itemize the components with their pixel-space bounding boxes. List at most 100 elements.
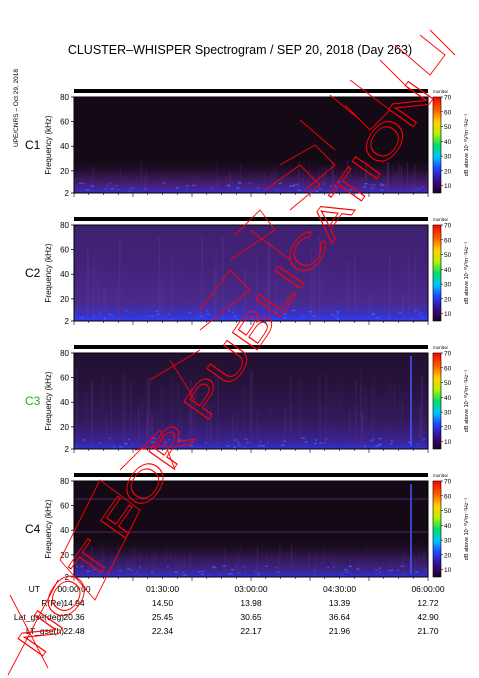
ephemeris-value: 22.17 [240,626,262,636]
colorbar [432,480,442,578]
y-tick-label: 2 [65,189,70,198]
colorbar-tick-label: 10 [444,311,452,318]
side-label: UPE/CNRS – Oct 29, 2018 [13,69,20,147]
ephemeris-value: 14.94 [63,598,85,608]
colorbar-tick-label: 30 [444,538,452,545]
panel-header-bar [74,89,428,93]
spectrogram-emission [74,225,428,321]
colorbar-tick-label: 30 [444,282,452,289]
y-tick-label: 2 [65,317,70,326]
y-tick-label: 60 [60,118,69,127]
y-tick-label: 2 [65,445,70,454]
y-tick-label: 20 [60,551,69,560]
y-tick-label: 80 [60,221,69,230]
colorbar-tick-label: 30 [444,410,452,417]
ephemeris-value: 21.96 [329,626,351,636]
ephemeris-row-label: UT [29,584,40,594]
spectrogram-streaks [75,356,426,449]
colorbar-tick-label: 20 [444,424,452,431]
colorbar-tick-label: 10 [444,183,452,190]
spacecraft-label: C1 [25,138,41,152]
y-axis-label: Frequency (kHz) [44,499,53,558]
colorbar-tick-label: 60 [444,493,452,500]
y-tick-label: 60 [60,246,69,255]
ephemeris-table: UT 00:00:00 01:30:00 03:00:00 04:30:00 06:00:… [14,584,445,636]
y-axis-label: Frequency (kHz) [44,243,53,302]
spacecraft-label: C4 [25,522,41,536]
colorbar-tick-label: 70 [444,223,452,230]
y-tick-label: 80 [60,93,69,102]
panel-header-bar [74,473,428,477]
ephemeris-value: 21.70 [417,626,439,636]
ephemeris-value: 22.48 [63,626,85,636]
panel-c3: 2 20 40 60 80 Frequency (kHz)C3 10 20 30 40 50 60 70… [25,345,470,454]
spacecraft-label: C2 [25,266,41,280]
spectrogram-emission [74,481,428,577]
y-tick-label: 20 [60,423,69,432]
ephemeris-row-label: R(Re) [41,598,64,608]
spacecraft-label: C3 [25,394,41,408]
ephemeris-value: 03:00:00 [234,584,267,594]
y-axis-label: Frequency (kHz) [44,115,53,174]
colorbar-tick-label: 50 [444,508,452,515]
colorbar-tick-label: 70 [444,95,452,102]
colorbar-tick-label: 10 [444,439,452,446]
colorbar [432,224,442,322]
spectrogram-streaks [74,484,428,577]
spectrogram-emission [74,97,428,193]
y-axis-label: Frequency (kHz) [44,371,53,430]
chart-title: CLUSTER–WHISPER Spectrogram / SEP 20, 20… [68,43,412,57]
spectrogram-emission [74,353,428,449]
colorbar-tick-label: 20 [444,296,452,303]
colorbar-tick-label: 20 [444,168,452,175]
y-tick-label: 80 [60,477,69,486]
panel-header-bar [74,345,428,349]
corner-tag: monitor [433,473,449,478]
ephemeris-value: 36.64 [329,612,351,622]
panel-c1: 2 20 40 60 80 Frequency (kHz)C1 10 20 30 40 50 60 70… [25,89,470,198]
corner-tag: monitor [433,217,449,222]
ephemeris-row-label: Lat_gse(deg) [14,612,64,622]
colorbar-tick-label: 50 [444,380,452,387]
y-tick-label: 60 [60,502,69,511]
y-tick-label: 40 [60,142,69,151]
ephemeris-value: 14.50 [152,598,174,608]
colorbar-tick-label: 30 [444,154,452,161]
watermark-strokes [7,29,456,676]
colorbar-tick-label: 70 [444,479,452,486]
colorbar-tick-label: 40 [444,395,452,402]
ephemeris-value: 22.34 [152,626,174,636]
colorbar-label: dB above 10⁻⁸V²m⁻²Hz⁻¹ [463,498,470,561]
corner-tag: monitor [433,89,449,94]
y-tick-label: 40 [60,270,69,279]
ephemeris-value: 00:00:00 [57,584,90,594]
colorbar-tick-label: 60 [444,365,452,372]
ephemeris-value: 20.36 [63,612,85,622]
colorbar-tick-label: 70 [444,351,452,358]
spectrogram-streaks [74,236,429,321]
y-tick-label: 40 [60,398,69,407]
ephemeris-value: 25.45 [152,612,174,622]
y-tick-label: 60 [60,374,69,383]
y-tick-label: 80 [60,349,69,358]
y-tick-label: 20 [60,295,69,304]
ephemeris-value: 13.98 [240,598,262,608]
ephemeris-value: 42.90 [417,612,439,622]
colorbar-tick-label: 50 [444,124,452,131]
panel-c4: 2 20 40 60 80 Frequency (kHz)C4 10 20 30 40 50 60 70… [25,473,470,582]
colorbar-tick-label: 10 [444,567,452,574]
colorbar-tick-label: 20 [444,552,452,559]
colorbar-tick-label: 60 [444,237,452,244]
colorbar-tick-label: 40 [444,523,452,530]
ephemeris-value: 30.65 [240,612,262,622]
ephemeris-value: 12.72 [417,598,439,608]
y-tick-label: 40 [60,526,69,535]
colorbar-tick-label: 40 [444,139,452,146]
ephemeris-row-label: LT_gse(h) [26,626,64,636]
colorbar-label: dB above 10⁻⁸V²m⁻²Hz⁻¹ [463,114,470,177]
colorbar [432,352,442,450]
ephemeris-value: 13.39 [329,598,351,608]
colorbar-tick-label: 40 [444,267,452,274]
